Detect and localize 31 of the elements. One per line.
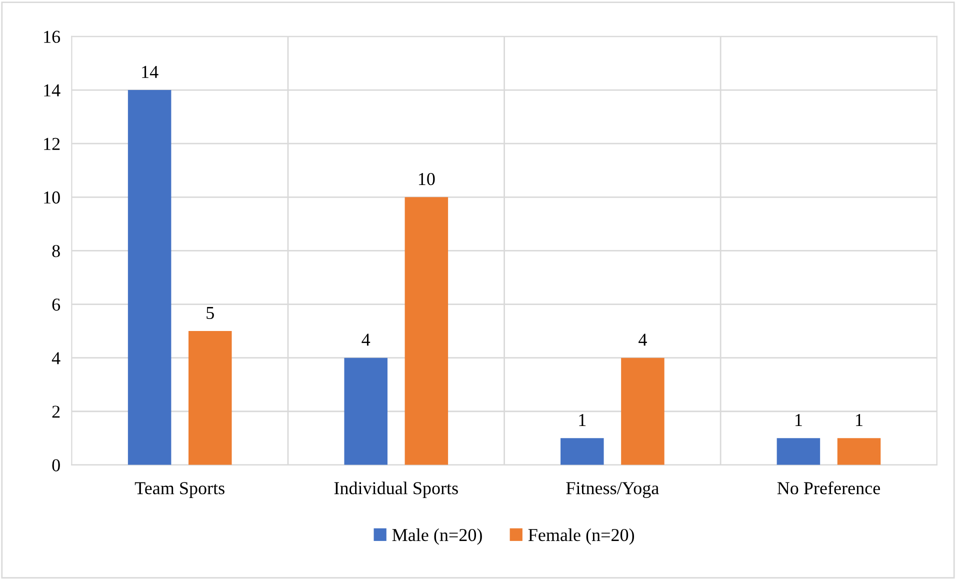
data-label: 1 [856, 414, 862, 426]
x-tick-label: Fitness/Yoga [566, 482, 659, 498]
data-label: 4 [362, 334, 370, 346]
bar [188, 331, 232, 465]
legend-label: Male (n=20) [392, 528, 482, 545]
x-tick-label: No Preference [777, 481, 880, 494]
legend-label: Female (n=20) [528, 528, 634, 545]
y-tick-label: 2 [52, 406, 60, 418]
y-tick-label: 12 [44, 138, 60, 150]
bar [404, 197, 448, 465]
data-label: 4 [638, 334, 647, 346]
bar [776, 438, 820, 465]
y-tick-label: 4 [52, 352, 60, 364]
bar [560, 438, 604, 465]
data-label: 5 [206, 307, 214, 320]
bar [128, 90, 172, 465]
x-tick-label: Individual Sports [334, 482, 458, 498]
y-tick-label: 8 [52, 244, 60, 258]
bar [837, 438, 881, 465]
data-label: 1 [796, 414, 802, 426]
y-tick-label: 16 [44, 30, 60, 43]
data-label: 1 [579, 414, 586, 426]
bar [621, 358, 664, 465]
data-label: 14 [142, 66, 158, 78]
x-tick-label: Team Sports [134, 482, 224, 498]
y-tick-label: 0 [52, 459, 60, 472]
y-tick-label: 14 [44, 84, 60, 96]
y-tick-label: 10 [44, 191, 60, 204]
y-tick-label: 6 [52, 298, 60, 311]
bar [344, 358, 388, 465]
data-label: 10 [418, 172, 435, 186]
